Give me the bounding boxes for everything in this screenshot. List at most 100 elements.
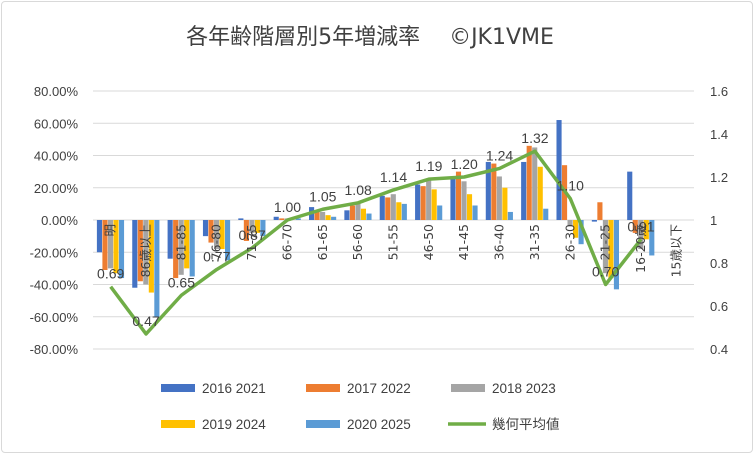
bar [238, 218, 244, 220]
x-category-label: 26-30 [562, 224, 577, 260]
bar [208, 220, 214, 243]
bar [249, 220, 255, 233]
y-left-tick-label: -80.00% [30, 342, 79, 357]
data-label: 0.77 [203, 248, 230, 264]
data-label: 0.70 [592, 264, 619, 280]
y-right-tick-label: 0.8 [710, 256, 728, 271]
bar [102, 220, 108, 270]
x-category-label: 86歳以上 [138, 224, 153, 277]
y-right-tick-label: 1.2 [710, 170, 728, 185]
line-path [109, 149, 643, 336]
bar [366, 213, 372, 220]
x-category-label: 36-40 [492, 224, 507, 260]
bar [379, 195, 385, 220]
data-label: 1.24 [486, 147, 513, 163]
x-category-label: 71-75 [244, 224, 259, 260]
bar [602, 220, 608, 274]
bar [178, 220, 184, 275]
bar [526, 145, 532, 220]
x-category-label: 76-80 [209, 224, 224, 260]
bar [461, 181, 467, 220]
legend-label: 幾何平均値 [492, 417, 560, 432]
data-label: 1.19 [415, 158, 442, 174]
bar [613, 220, 620, 290]
x-category-label: 31-35 [527, 224, 542, 260]
bar [537, 166, 543, 220]
y-right-tick-label: 1 [710, 213, 717, 228]
line-series: 0.69 0.47 0.65 0.77 0.87 1.00 1.05 1.08 1.14 1.19… [97, 130, 655, 336]
bar [437, 205, 443, 220]
bar [532, 147, 538, 220]
data-label: 0.91 [627, 218, 654, 234]
bar [314, 211, 320, 220]
bar [202, 220, 209, 237]
bar [344, 210, 350, 220]
bar [167, 220, 173, 259]
bar-series [96, 120, 655, 317]
x-category-label: 61-65 [315, 224, 330, 260]
bar [96, 220, 103, 253]
y-left-tick-label: -20.00% [30, 245, 79, 260]
bar [638, 220, 644, 250]
legend-label: 2017 2022 [347, 381, 411, 396]
bar [213, 220, 220, 250]
legend-swatch [161, 420, 195, 428]
bar [496, 176, 502, 220]
y-left-tick-label: 80.00% [34, 84, 79, 99]
bar [355, 203, 361, 221]
bar [401, 203, 407, 221]
bar [632, 220, 638, 233]
data-label: 1.14 [380, 169, 407, 185]
bar [243, 220, 249, 241]
bar [325, 215, 331, 220]
bar [485, 161, 491, 220]
x-category-label: 56-60 [350, 224, 365, 260]
bar [420, 186, 426, 220]
bar [502, 187, 508, 220]
bar [491, 163, 497, 220]
bar [349, 205, 355, 220]
bar [627, 171, 633, 221]
bar [219, 220, 225, 250]
bar [254, 220, 260, 233]
bar [466, 194, 473, 220]
data-label: 0.47 [132, 313, 159, 329]
bar [385, 197, 391, 220]
data-label: 0.65 [168, 274, 195, 290]
bar [455, 171, 462, 221]
bar [273, 216, 279, 220]
bar [543, 208, 549, 220]
bar [396, 202, 402, 220]
x-category-label: 51-55 [386, 224, 401, 260]
data-label: 1.08 [345, 182, 372, 198]
bar [173, 220, 179, 279]
legend-swatch [306, 420, 340, 428]
bar [556, 120, 562, 220]
bar [450, 176, 456, 220]
legend: 2016 2021 2017 2022 2018 2023 2019 2024 2020… [161, 381, 560, 432]
y-axis-left: 80.00% 60.00% 40.00% 20.00% 0.00% -20.00% -40.… [30, 84, 79, 357]
y-left-tick-label: 20.00% [34, 181, 79, 196]
x-axis-categories: 明 86歳以上 81-85 76-80 71-75 66-70 61-65 56-60 51-5… [103, 224, 684, 278]
bar [643, 220, 649, 240]
data-label: 1.10 [557, 178, 584, 194]
y-right-tick-label: 1.4 [710, 127, 728, 142]
bar [118, 220, 125, 279]
bar [472, 205, 478, 220]
bar [331, 216, 337, 220]
bar [426, 179, 432, 220]
y-left-tick-label: 40.00% [34, 149, 79, 164]
y-right-tick-label: 0.6 [710, 299, 728, 314]
x-category-label: 16-20歳 [633, 224, 648, 273]
bar [320, 211, 326, 220]
bar [143, 220, 149, 285]
x-category-label: 15歳以下 [668, 224, 683, 277]
bar [521, 161, 527, 220]
bar [573, 220, 579, 238]
x-category-label: 66-70 [279, 224, 294, 260]
bar [295, 218, 301, 220]
bar [113, 220, 119, 274]
data-label: 1.05 [309, 188, 336, 204]
bar [137, 220, 143, 282]
x-category-label: 明 [103, 224, 118, 237]
